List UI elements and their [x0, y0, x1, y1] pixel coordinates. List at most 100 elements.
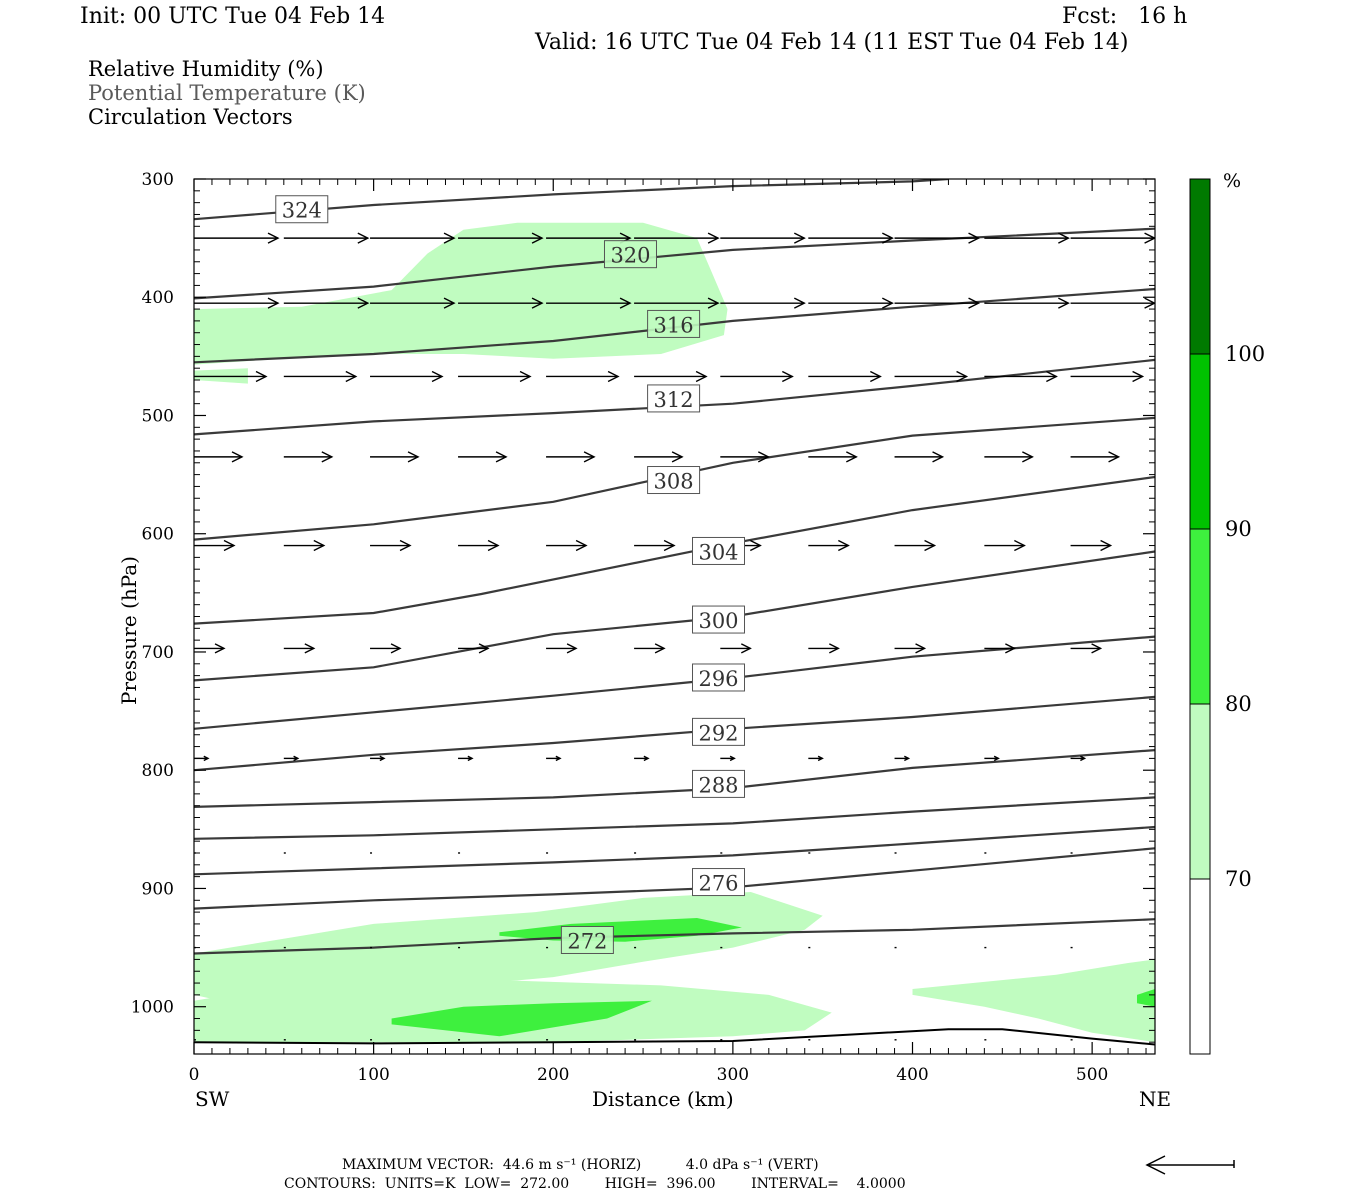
- circulation-vector: [283, 643, 316, 654]
- vector-head: [1132, 370, 1145, 383]
- y-tick-label: 700: [142, 643, 174, 663]
- isentrope-label-box: [692, 717, 746, 746]
- vector-head: [478, 643, 490, 654]
- isentrope-label-box: [692, 769, 746, 798]
- y-tick-label: 400: [142, 288, 174, 308]
- circulation-vector: [1155, 541, 1195, 551]
- vector-head: [1176, 644, 1185, 653]
- vector-head: [1165, 756, 1169, 760]
- colorbar-level-label: 100: [1225, 342, 1265, 366]
- isentrope-label-296: 296: [692, 663, 746, 692]
- vector-head: [267, 297, 280, 309]
- vector-head: [904, 755, 911, 762]
- vector-head: [1058, 232, 1070, 244]
- isentrope-label-292: 292: [692, 717, 746, 746]
- circulation-vector: [1070, 643, 1103, 654]
- circulation-vector: [1070, 539, 1113, 552]
- circulation-vector: [894, 297, 981, 309]
- vector-head: [407, 451, 420, 463]
- colorbar-level-label: 70: [1225, 867, 1252, 891]
- circulation-vector: [283, 539, 326, 552]
- circulation-vector: [894, 755, 911, 762]
- colorbar-swatch: [1189, 178, 1211, 355]
- isentrope-292: [194, 695, 1155, 772]
- circulation-vector: [370, 370, 444, 383]
- vector-head: [749, 539, 762, 552]
- circulation-vector: [808, 539, 850, 552]
- circulation-vector: [720, 297, 806, 309]
- vector-head: [740, 643, 752, 654]
- max-vector-note: MAXIMUM VECTOR: 44.6 m s⁻¹ (HORIZ) 4.0 d…: [342, 1157, 819, 1173]
- vector-head: [495, 451, 508, 463]
- circulation-vector: [283, 232, 370, 244]
- isentrope-label-text: 320: [610, 244, 650, 268]
- vector-head: [443, 232, 456, 244]
- vector-head: [531, 297, 544, 309]
- circulation-vector: [283, 297, 370, 309]
- circulation-vector: [984, 643, 1016, 654]
- vector-head: [968, 297, 981, 309]
- isentrope-label-312: 312: [647, 384, 701, 413]
- vector-head: [838, 539, 850, 552]
- isentrope-label-276: 276: [692, 868, 746, 897]
- vector-head: [993, 755, 1000, 762]
- vector-head: [663, 539, 676, 552]
- vector-head: [882, 297, 894, 309]
- vector-head: [267, 232, 280, 244]
- isentrope-label-304: 304: [692, 536, 746, 565]
- circulation-vector: [458, 755, 474, 762]
- isentrope-280: [194, 825, 1155, 876]
- vector-head: [313, 539, 326, 552]
- circulation-vector: [546, 451, 596, 463]
- vector-head: [223, 539, 236, 552]
- isentrope-label-box: [647, 384, 701, 413]
- isentrope-label-text: 276: [698, 872, 738, 896]
- vector-head: [654, 643, 666, 654]
- vector-head: [1080, 755, 1087, 762]
- circulation-vector: [984, 451, 1034, 463]
- vector-head: [729, 755, 736, 762]
- isentrope-312: [194, 358, 1155, 436]
- vector-head: [793, 297, 806, 309]
- circulation-vector: [1070, 370, 1145, 383]
- isentrope-272: [194, 918, 1155, 955]
- circulation-vector: [808, 370, 882, 383]
- colorbar-unit: %: [1223, 170, 1241, 192]
- x-right-label: NE: [1139, 1087, 1171, 1111]
- isentrope-label-text: 272: [567, 929, 607, 953]
- vector-head: [870, 370, 882, 383]
- surface-line: [194, 1028, 1155, 1046]
- circulation-vector: [370, 755, 386, 762]
- vector-head: [431, 370, 444, 383]
- circulation-vector: [546, 539, 588, 552]
- vector-head: [707, 297, 720, 309]
- x-tick-label: 500: [1076, 1065, 1108, 1085]
- vector-head: [519, 370, 532, 383]
- vector-head: [924, 539, 937, 552]
- circulation-vector: [984, 370, 1058, 383]
- vector-head: [1229, 298, 1239, 308]
- circulation-vector: [458, 451, 508, 463]
- vector-head: [345, 370, 358, 383]
- circulation-vector: [194, 539, 236, 552]
- circulation-vector: [984, 539, 1026, 552]
- vector-head: [671, 451, 684, 463]
- circulation-vector: [634, 370, 708, 383]
- colorbar-level-label: 80: [1225, 692, 1252, 716]
- isentrope-label-box: [692, 868, 746, 897]
- x-left-label: SW: [195, 1087, 230, 1111]
- isentrope-label-300: 300: [692, 605, 746, 634]
- circulation-vector: [634, 539, 676, 552]
- colorbar-swatch: [1189, 878, 1211, 1055]
- circulation-vector: [894, 643, 927, 654]
- legend-potential-temperature: Potential Temperature (K): [88, 81, 366, 105]
- vector-head: [583, 451, 596, 463]
- circulation-vector: [458, 297, 544, 309]
- vector-head: [390, 643, 402, 654]
- isentrope-label-272: 272: [560, 925, 614, 954]
- circulation-vector: [546, 755, 562, 762]
- vector-head: [443, 297, 456, 309]
- y-tick-label: 800: [142, 761, 174, 781]
- isentrope-label-324: 324: [275, 195, 329, 224]
- circulation-vector: [546, 297, 632, 309]
